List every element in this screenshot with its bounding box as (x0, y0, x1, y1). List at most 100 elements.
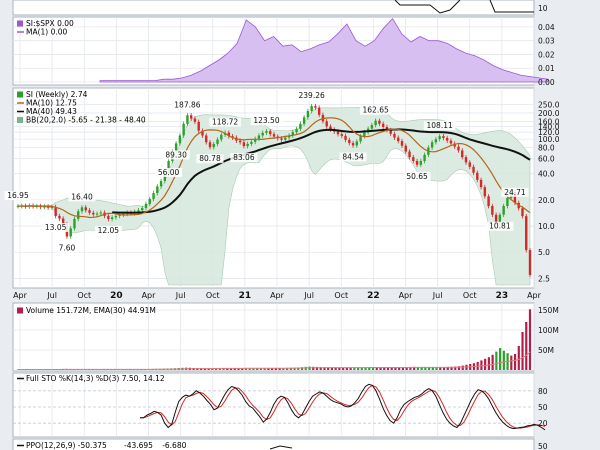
candle-body (80, 207, 84, 212)
candle-body (238, 140, 242, 143)
volume-bar (427, 367, 431, 370)
candle-body (381, 123, 385, 127)
candle-body (88, 210, 91, 213)
volume-bar (528, 309, 532, 370)
volume-ema-line (18, 351, 531, 370)
volume-bar (368, 367, 371, 370)
candle-body (423, 154, 426, 161)
legend-swatch (17, 20, 23, 27)
annotation-bg (155, 167, 183, 177)
annotation-bg (501, 187, 529, 197)
candle-body (302, 117, 306, 124)
volume-bar (424, 367, 427, 370)
price-annotation: 123.50 (253, 116, 279, 125)
candle-body (58, 216, 61, 219)
candle-body (412, 157, 415, 161)
candle-body (434, 139, 438, 143)
volume-bar (241, 368, 244, 370)
price-annotation: 24.71 (504, 188, 526, 197)
candle-body (397, 137, 400, 142)
volume-bar (457, 366, 461, 370)
volume-bar (480, 360, 483, 370)
volume-bar (442, 367, 446, 370)
ma40-line (112, 128, 531, 214)
candle-body (393, 133, 396, 138)
volume-bar (416, 367, 419, 370)
candle-body (216, 139, 219, 144)
candle-body (351, 143, 355, 146)
volume-bar (304, 366, 307, 370)
price-annotation: 83.06 (233, 153, 255, 162)
volume-bar (513, 354, 517, 370)
price-annotation: 50.65 (406, 172, 428, 181)
candle-body (257, 135, 261, 139)
price-annotation: 84.54 (342, 152, 364, 161)
candle-body (16, 206, 20, 208)
volume-bar (229, 368, 233, 370)
volume-bar (345, 367, 348, 370)
volume-bar (222, 368, 225, 370)
volume-bar (364, 367, 367, 370)
volume-bar (289, 367, 292, 370)
x-tick-label: Apr (527, 291, 542, 300)
candle-body (336, 131, 340, 135)
candle-body (284, 137, 287, 140)
ppo-ytick: 50 (538, 442, 548, 450)
candle-body (231, 136, 234, 138)
candle-body (438, 136, 441, 140)
candle-body (50, 206, 54, 208)
volume-bar (244, 368, 248, 370)
price-annotation: 10.81 (489, 222, 511, 231)
candle-body (114, 215, 118, 218)
volume-bar (461, 365, 464, 370)
candle-body (261, 132, 264, 136)
candle-body (355, 141, 359, 146)
candle-body (197, 121, 200, 131)
candle-body (415, 160, 419, 165)
annotation-bg (196, 154, 224, 164)
candle-body (212, 143, 215, 148)
volume-bar (386, 367, 390, 370)
candle-body (54, 206, 57, 217)
x-axis: Apr Jul Oct 20 Apr Jul Oct 21 Apr Jul Oct 22 Apr Jul O… (13, 289, 542, 301)
volume-bar (259, 368, 263, 370)
legend-entry: MA(40) 49.43 (26, 107, 77, 116)
volume-bar (207, 368, 210, 370)
x-tick-label: 23 (496, 291, 509, 301)
candle-body (148, 198, 151, 204)
candle-body (272, 134, 276, 137)
candle-body (84, 207, 87, 211)
volume-bar (491, 354, 494, 370)
candle-body (521, 208, 524, 217)
candle-body (502, 206, 505, 215)
legend-entry: SI:$SPX 0.00 (26, 19, 74, 28)
candle-body (189, 115, 193, 119)
volume-bar (323, 367, 326, 370)
candle-body (430, 142, 434, 148)
legend-entry: PPO(12,26,9) -50.375 (26, 441, 107, 450)
candle-body (457, 146, 460, 151)
stochastic-k-line (140, 383, 546, 431)
volume-bar (420, 367, 423, 370)
candle-body (329, 126, 332, 130)
candle-body (525, 216, 528, 251)
top-partial-panel: 10 (12, 0, 548, 16)
candle-body (295, 128, 298, 133)
volume-bar (375, 367, 378, 370)
x-tick-label: Apr (270, 291, 285, 300)
volume-bar (203, 368, 206, 370)
price-ytick: 2.5 (538, 274, 550, 283)
price-ytick: 100.0 (538, 135, 560, 144)
candle-body (250, 141, 253, 144)
price-ytick: 160.0 (538, 117, 560, 126)
annotation-bg (403, 171, 431, 181)
candle-body (159, 180, 163, 187)
annotation-bg (55, 243, 79, 253)
candle-body (340, 134, 343, 136)
volume-bar (353, 367, 356, 370)
ratio-ytick: 0.02 (538, 50, 555, 59)
price-annotation: 7.60 (59, 243, 76, 252)
x-tick-label: Apr (142, 291, 157, 300)
candle-body (144, 203, 148, 209)
